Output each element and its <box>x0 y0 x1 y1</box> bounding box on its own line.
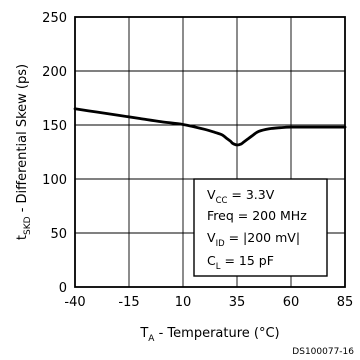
curve-layer <box>73 107 347 147</box>
y-tick-label: 150 <box>42 119 67 134</box>
condition-line-3: VID = |200 mV| <box>207 230 300 249</box>
y-tick-label: 250 <box>42 11 67 26</box>
y-tick-label: 50 <box>50 227 67 242</box>
y-tick-label: 0 <box>59 281 67 296</box>
y-axis-label: tSKD - Differential Skew (ps) <box>15 64 33 240</box>
x-tick-label: -40 <box>64 295 85 310</box>
y-tick-label: 200 <box>42 65 67 80</box>
conditions-box-frame <box>193 178 328 277</box>
x-tick-label: 85 <box>337 295 354 310</box>
tick-layer: -40 -15 10 35 60 85 0 50 100 150 200 250 <box>42 11 353 310</box>
x-axis-label: TA - Temperature (°C) <box>139 326 279 344</box>
figure-id: DS100077-16 <box>292 347 354 357</box>
x-tick-label: -15 <box>118 295 139 310</box>
x-tick-label: 35 <box>229 295 246 310</box>
x-tick-label: 10 <box>175 295 192 310</box>
condition-line-4: CL = 15 pF <box>207 253 274 272</box>
skew-curve-0 <box>73 107 347 147</box>
x-tick-label: 60 <box>283 295 300 310</box>
conditions-box: VCC = 3.3V Freq = 200 MHz VID = |200 mV|… <box>193 178 328 277</box>
plot-frame <box>74 16 346 288</box>
condition-line-2: Freq = 200 MHz <box>207 208 307 223</box>
condition-line-1: VCC = 3.3V <box>207 187 275 206</box>
y-tick-label: 100 <box>42 173 67 188</box>
